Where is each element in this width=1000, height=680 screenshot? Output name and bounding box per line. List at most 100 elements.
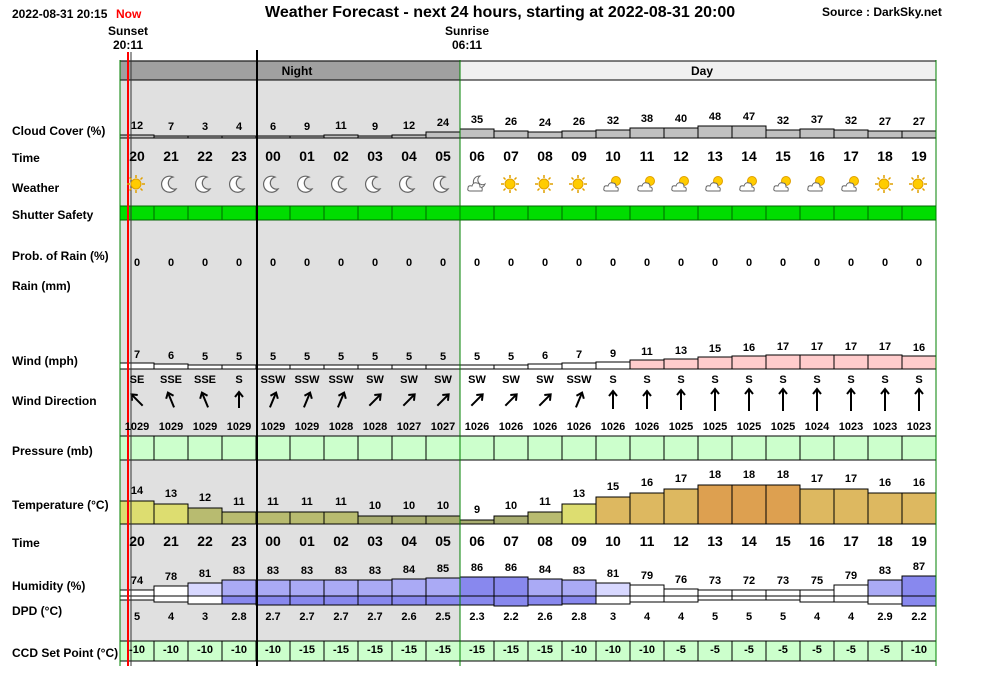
night-band-label: Night [281, 64, 313, 78]
pressure-value: 1027 [430, 421, 456, 433]
shutter-safety-cell [595, 205, 631, 221]
wind-bar [595, 361, 631, 370]
temperature-value: 11 [267, 496, 279, 508]
wind-direction-value: SW [468, 374, 486, 386]
pressure-cell [663, 435, 699, 461]
pressure-value: 1023 [872, 421, 898, 433]
prob-rain-value: 0 [405, 257, 413, 269]
shutter-safety-cell [187, 205, 223, 221]
wind-arrow-icon [608, 389, 618, 409]
dpd-bar [221, 595, 257, 605]
row-label-cloud-cover: Cloud Cover (%) [12, 124, 106, 138]
wind-bar [289, 364, 325, 370]
time-value: 11 [639, 148, 655, 164]
humidity-value: 83 [266, 565, 280, 577]
wind-speed-value: 7 [575, 349, 583, 361]
dpd-bar [595, 595, 631, 605]
temperature-value: 9 [473, 504, 481, 516]
row-label-wind-direction: Wind Direction [12, 394, 97, 408]
dpd-value: 2.2 [911, 611, 927, 623]
time-value: 10 [605, 148, 621, 164]
dpd-bar [289, 595, 325, 606]
prob-rain-value: 0 [235, 257, 243, 269]
time-value: 02 [333, 148, 349, 164]
cloud-cover-value: 12 [130, 120, 144, 132]
cloud-cover-bar [221, 135, 257, 139]
temperature-bar [391, 515, 427, 525]
humidity-bar [289, 579, 325, 597]
time-value-2: 16 [809, 533, 825, 549]
time-value: 09 [571, 148, 587, 164]
temperature-value: 16 [878, 477, 892, 489]
humidity-bar [867, 579, 903, 597]
dpd-bar [867, 595, 903, 605]
dpd-value: 2.9 [877, 611, 893, 623]
time-value-2: 20 [129, 533, 145, 549]
dpd-value: 2.8 [571, 611, 587, 623]
wind-direction-value: SW [536, 374, 554, 386]
cloud-cover-bar [357, 135, 393, 139]
partly-cloudy-day-icon [840, 174, 862, 194]
temperature-value: 10 [504, 500, 518, 512]
wind-arrow-icon [744, 387, 754, 411]
time-value: 20 [129, 148, 145, 164]
wind-direction-value: SSW [566, 374, 592, 386]
wind-arrow-icon [642, 389, 652, 409]
moon-icon [296, 174, 318, 194]
dpd-value: 2.8 [231, 611, 247, 623]
pressure-cell [731, 435, 767, 461]
pressure-cell [595, 435, 631, 461]
now-label: Now [116, 7, 142, 21]
cloud-cover-value: 9 [303, 121, 311, 133]
cloud-cover-bar [119, 134, 155, 139]
moon-icon [432, 174, 454, 194]
temperature-value: 11 [233, 496, 245, 508]
humidity-value: 73 [776, 575, 790, 587]
wind-speed-value: 6 [167, 350, 175, 362]
temperature-value: 11 [335, 496, 347, 508]
wind-direction-value: SSW [328, 374, 354, 386]
temperature-value: 11 [301, 496, 313, 508]
dpd-bar [901, 595, 937, 607]
temperature-value: 11 [539, 496, 551, 508]
dpd-bar [697, 595, 733, 601]
row-label-shutter-safety: Shutter Safety [12, 208, 94, 222]
cloud-cover-value: 24 [436, 117, 450, 129]
time-value: 22 [197, 148, 213, 164]
temperature-value: 16 [640, 477, 654, 489]
wind-speed-value: 15 [708, 343, 722, 355]
wind-direction-value: SSE [159, 374, 182, 386]
sun-icon [908, 174, 930, 194]
ccd-value: -5 [846, 644, 856, 656]
cloud-cover-value: 9 [371, 121, 379, 133]
ccd-value: -10 [639, 644, 655, 656]
pressure-cell [799, 435, 835, 461]
pressure-cell [119, 435, 155, 461]
dpd-bar [833, 595, 869, 603]
temperature-bar [595, 496, 631, 525]
humidity-bar [527, 578, 563, 597]
pressure-value: 1023 [906, 421, 932, 433]
source-label: Source : DarkSky.net [822, 5, 942, 19]
temperature-value: 18 [708, 469, 722, 481]
cloud-cover-bar [901, 130, 937, 139]
wind-bar [731, 355, 767, 370]
cloud-cover-bar [459, 128, 495, 139]
cloud-cover-bar [867, 130, 903, 139]
wind-speed-value: 5 [473, 351, 481, 363]
humidity-value: 84 [402, 564, 416, 576]
dpd-bar [493, 595, 529, 607]
pressure-value: 1025 [770, 421, 796, 433]
ccd-value: -10 [129, 644, 145, 656]
cloud-cover-bar [663, 127, 699, 139]
humidity-bar [731, 589, 767, 597]
wind-arrow-icon [337, 391, 347, 408]
temperature-value: 17 [810, 473, 824, 485]
pressure-value: 1026 [566, 421, 592, 433]
temperature-bar [527, 511, 563, 525]
prob-rain-value: 0 [575, 257, 583, 269]
ccd-value: -15 [503, 644, 519, 656]
row-label-wind: Wind (mph) [12, 354, 78, 368]
dpd-value: 5 [779, 611, 787, 623]
temperature-bar [867, 492, 903, 525]
